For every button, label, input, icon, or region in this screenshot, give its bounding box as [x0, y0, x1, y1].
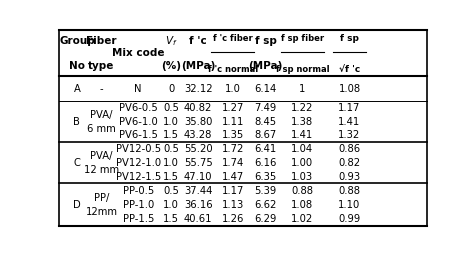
Text: 1.74: 1.74 [221, 158, 244, 168]
Text: 0.88: 0.88 [338, 185, 360, 196]
Text: 36.16: 36.16 [184, 200, 212, 210]
Text: PP-1.0: PP-1.0 [123, 200, 154, 210]
Text: f 'ᴄ normal: f 'ᴄ normal [208, 65, 258, 74]
Text: (%): (%) [161, 61, 181, 71]
Text: f sp normal: f sp normal [275, 65, 329, 74]
Text: 6.16: 6.16 [255, 158, 277, 168]
Text: 1.04: 1.04 [292, 144, 313, 154]
Text: 37.44: 37.44 [184, 185, 212, 196]
Text: f 'ᴄ: f 'ᴄ [189, 36, 207, 46]
Text: f sp fiber: f sp fiber [281, 34, 324, 43]
Text: 1.5: 1.5 [163, 214, 179, 224]
Text: 40.82: 40.82 [184, 103, 212, 113]
Text: 1.41: 1.41 [338, 117, 361, 127]
Text: 7.49: 7.49 [255, 103, 277, 113]
Text: 12 mm: 12 mm [84, 165, 119, 175]
Text: 1.5: 1.5 [163, 130, 179, 140]
Text: 1.5: 1.5 [163, 171, 179, 182]
Text: 1.13: 1.13 [221, 200, 244, 210]
Text: (MPa): (MPa) [248, 61, 283, 71]
Text: 55.20: 55.20 [184, 144, 212, 154]
Text: 6.62: 6.62 [255, 200, 277, 210]
Text: 1.0: 1.0 [225, 84, 241, 94]
Text: f 'ᴄ fiber: f 'ᴄ fiber [213, 34, 253, 43]
Text: 1.03: 1.03 [292, 171, 313, 182]
Text: PV6-1.0: PV6-1.0 [119, 117, 158, 127]
Text: 35.80: 35.80 [184, 117, 212, 127]
Text: 6.35: 6.35 [255, 171, 277, 182]
Text: 0.82: 0.82 [338, 158, 361, 168]
Text: PVA/: PVA/ [90, 110, 113, 120]
Text: PVA/: PVA/ [90, 151, 113, 161]
Text: 0.93: 0.93 [338, 171, 361, 182]
Text: 0.5: 0.5 [164, 103, 179, 113]
Text: 1.26: 1.26 [221, 214, 244, 224]
Text: 40.61: 40.61 [184, 214, 212, 224]
Text: (MPa): (MPa) [181, 61, 215, 71]
Text: 0.88: 0.88 [292, 185, 313, 196]
Text: 1.00: 1.00 [292, 158, 313, 168]
Text: $V_f$: $V_f$ [165, 34, 178, 48]
Text: PV12-0.5: PV12-0.5 [116, 144, 161, 154]
Text: 32.12: 32.12 [184, 84, 212, 94]
Text: 0.5: 0.5 [164, 185, 179, 196]
Text: 0: 0 [168, 84, 174, 94]
Text: 1.0: 1.0 [164, 117, 179, 127]
Text: f sp: f sp [340, 34, 359, 43]
Text: PP-1.5: PP-1.5 [123, 214, 154, 224]
Text: PP/: PP/ [94, 193, 109, 203]
Text: √f 'ᴄ: √f 'ᴄ [339, 65, 360, 74]
Text: 1.32: 1.32 [338, 130, 361, 140]
Text: PV12-1.0: PV12-1.0 [116, 158, 161, 168]
Text: 6.29: 6.29 [255, 214, 277, 224]
Text: 1.72: 1.72 [221, 144, 244, 154]
Text: 1.41: 1.41 [292, 130, 314, 140]
Text: A: A [73, 84, 80, 94]
Text: PV12-1.5: PV12-1.5 [116, 171, 161, 182]
Text: PV6-0.5: PV6-0.5 [119, 103, 158, 113]
Text: 43.28: 43.28 [184, 130, 212, 140]
Text: 1.38: 1.38 [292, 117, 313, 127]
Text: 1.17: 1.17 [221, 185, 244, 196]
Text: No: No [69, 61, 85, 71]
Text: 12mm: 12mm [85, 207, 118, 217]
Text: 1.08: 1.08 [338, 84, 361, 94]
Text: 1.11: 1.11 [221, 117, 244, 127]
Text: 1.08: 1.08 [292, 200, 313, 210]
Text: 8.67: 8.67 [255, 130, 277, 140]
Text: 1.0: 1.0 [164, 200, 179, 210]
Text: type: type [88, 61, 115, 71]
Text: 1.02: 1.02 [292, 214, 314, 224]
Text: Mix code: Mix code [112, 49, 164, 58]
Text: 0.99: 0.99 [338, 214, 361, 224]
Text: 1.35: 1.35 [221, 130, 244, 140]
Text: 1.47: 1.47 [221, 171, 244, 182]
Text: PP-0.5: PP-0.5 [123, 185, 154, 196]
Text: -: - [100, 84, 103, 94]
Text: f sp: f sp [255, 36, 277, 46]
Text: 6.41: 6.41 [255, 144, 277, 154]
Text: 1: 1 [299, 84, 306, 94]
Text: 5.39: 5.39 [255, 185, 277, 196]
Text: 55.75: 55.75 [184, 158, 212, 168]
Text: Group: Group [59, 36, 95, 46]
Text: 1.10: 1.10 [338, 200, 361, 210]
Text: 6.14: 6.14 [255, 84, 277, 94]
Text: B: B [73, 117, 80, 127]
Text: 0.86: 0.86 [338, 144, 361, 154]
Text: 6 mm: 6 mm [87, 124, 116, 134]
Text: D: D [73, 200, 81, 210]
Text: 1.27: 1.27 [221, 103, 244, 113]
Text: 8.45: 8.45 [255, 117, 277, 127]
Text: 1.17: 1.17 [338, 103, 361, 113]
Text: 1.22: 1.22 [291, 103, 314, 113]
Text: C: C [73, 158, 80, 168]
Text: PV6-1.5: PV6-1.5 [119, 130, 158, 140]
Text: 0.5: 0.5 [164, 144, 179, 154]
Text: N: N [135, 84, 142, 94]
Text: 1.0: 1.0 [164, 158, 179, 168]
Text: 47.10: 47.10 [184, 171, 212, 182]
Text: Fiber: Fiber [86, 36, 117, 46]
